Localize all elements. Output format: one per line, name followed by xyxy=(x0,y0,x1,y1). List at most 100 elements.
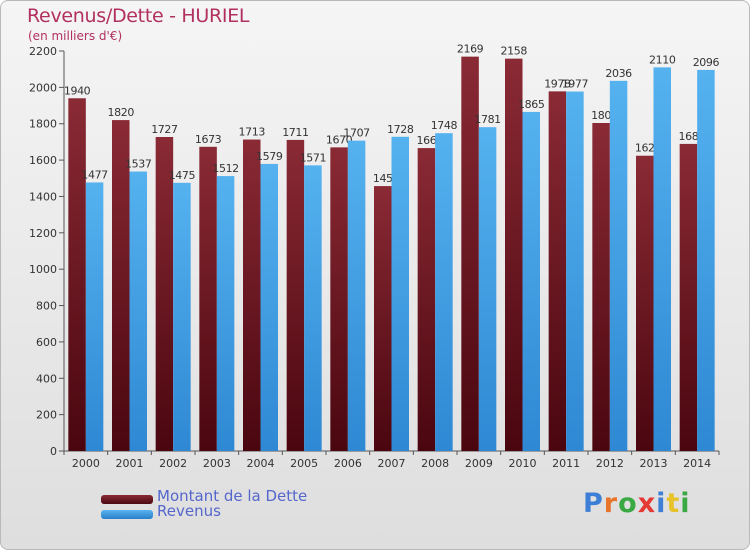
bar-revenus xyxy=(566,91,584,451)
data-label-dette: 1711 xyxy=(282,126,308,139)
x-tick-label: 2006 xyxy=(334,457,362,470)
bar-revenus xyxy=(304,165,322,451)
data-label-dette: 2169 xyxy=(457,43,484,56)
data-label-revenus: 1748 xyxy=(431,119,458,132)
data-label-dette: 166 xyxy=(417,134,437,147)
legend-label-revenus: Revenus xyxy=(157,502,221,520)
bar-revenus xyxy=(85,182,104,452)
logo-letter: r xyxy=(603,488,619,519)
bar-revenus xyxy=(435,133,453,451)
data-label-dette: 168 xyxy=(679,130,699,143)
x-tick-label: 2012 xyxy=(596,457,624,470)
x-tick-label: 2010 xyxy=(509,457,537,470)
data-label-revenus: 1781 xyxy=(474,113,500,126)
x-tick-label: 2009 xyxy=(465,457,493,470)
chart-subtitle: (en milliers d'€) xyxy=(28,29,123,43)
bar-dette xyxy=(243,139,261,451)
bar-dette xyxy=(155,137,174,451)
bar-revenus xyxy=(522,111,540,451)
x-tick-label: 2011 xyxy=(552,457,580,470)
x-tick-label: 2000 xyxy=(72,457,100,470)
bar-dette xyxy=(679,143,698,451)
data-label-dette: 1713 xyxy=(239,126,266,139)
data-label-revenus: 1865 xyxy=(518,98,545,111)
bar-revenus xyxy=(609,80,628,452)
bar-revenus xyxy=(260,163,278,451)
data-label-revenus: 1707 xyxy=(343,127,370,140)
data-label-dette: 1940 xyxy=(64,84,91,97)
bar-dette xyxy=(374,186,392,451)
data-label-dette: 1673 xyxy=(195,133,222,146)
x-tick-label: 2004 xyxy=(247,457,275,470)
legend-swatch-dette xyxy=(101,495,153,504)
x-tick-label: 2001 xyxy=(116,457,144,470)
y-tick-label: 800 xyxy=(36,300,57,313)
logo-letter: x xyxy=(637,488,657,519)
y-tick-label: 2000 xyxy=(29,81,57,94)
data-label-dette: 145 xyxy=(373,172,393,185)
legend-label-dette: Montant de la Dette xyxy=(157,487,308,505)
y-tick-label: 1800 xyxy=(29,118,57,131)
bar-revenus xyxy=(697,69,715,451)
bar-dette xyxy=(592,123,610,451)
logo-letter: i xyxy=(656,488,667,519)
bar-revenus xyxy=(216,176,235,451)
bar-dette xyxy=(461,56,479,452)
y-tick-label: 1000 xyxy=(29,263,57,276)
bar-dette xyxy=(68,98,86,451)
x-tick-label: 2008 xyxy=(421,457,449,470)
data-label-dette: 1978 xyxy=(544,77,571,90)
bar-revenus xyxy=(173,182,191,451)
y-tick-label: 0 xyxy=(50,445,57,458)
data-label-dette: 1727 xyxy=(151,123,178,136)
data-label-revenus: 1579 xyxy=(256,150,283,163)
data-label-dette: 180 xyxy=(591,109,611,122)
logo-letter: i xyxy=(680,488,691,519)
data-label-revenus: 1728 xyxy=(387,123,414,136)
data-label-revenus: 1977 xyxy=(562,78,589,91)
bar-revenus xyxy=(391,136,409,451)
bar-dette xyxy=(286,139,305,451)
legend-swatch-revenus xyxy=(101,510,153,519)
logo-letter: t xyxy=(666,488,681,519)
data-label-revenus: 2036 xyxy=(605,67,632,80)
x-tick-label: 2002 xyxy=(159,457,187,470)
y-tick-label: 1600 xyxy=(29,154,57,167)
chart-title: Revenus/Dette - HURIEL xyxy=(27,5,250,27)
data-label-revenus: 1537 xyxy=(125,158,152,171)
y-tick-label: 1400 xyxy=(29,190,57,203)
bar-dette xyxy=(417,148,436,451)
data-label-dette: 1820 xyxy=(108,106,135,119)
bar-revenus xyxy=(653,67,671,451)
bar-revenus xyxy=(347,140,366,452)
data-label-revenus: 1475 xyxy=(169,169,196,182)
x-tick-label: 2013 xyxy=(640,457,668,470)
x-tick-label: 2005 xyxy=(290,457,318,470)
data-label-dette: 162 xyxy=(635,142,655,155)
data-label-revenus: 1477 xyxy=(81,168,108,181)
logo-letter: o xyxy=(618,488,638,519)
bar-dette xyxy=(199,146,217,451)
data-label-revenus: 2096 xyxy=(693,56,720,69)
bar-dette xyxy=(505,58,523,452)
y-tick-label: 1200 xyxy=(29,227,57,240)
x-tick-label: 2007 xyxy=(378,457,406,470)
x-tick-label: 2003 xyxy=(203,457,231,470)
bar-dette xyxy=(112,120,130,451)
bar-dette xyxy=(548,91,567,451)
bar-dette xyxy=(330,147,348,451)
y-tick-label: 400 xyxy=(36,372,57,385)
data-label-revenus: 2110 xyxy=(649,53,676,66)
data-label-dette: 2158 xyxy=(501,45,528,58)
x-tick-label: 2014 xyxy=(683,457,711,470)
bar-dette xyxy=(636,155,654,451)
bar-revenus xyxy=(129,171,147,451)
y-tick-label: 600 xyxy=(36,336,57,349)
data-label-revenus: 1512 xyxy=(212,162,238,175)
bar-revenus xyxy=(478,127,497,451)
proxiti-logo: Proxiti xyxy=(583,488,691,519)
data-label-revenus: 1571 xyxy=(300,151,326,164)
data-label-dette: 1670 xyxy=(326,133,353,146)
